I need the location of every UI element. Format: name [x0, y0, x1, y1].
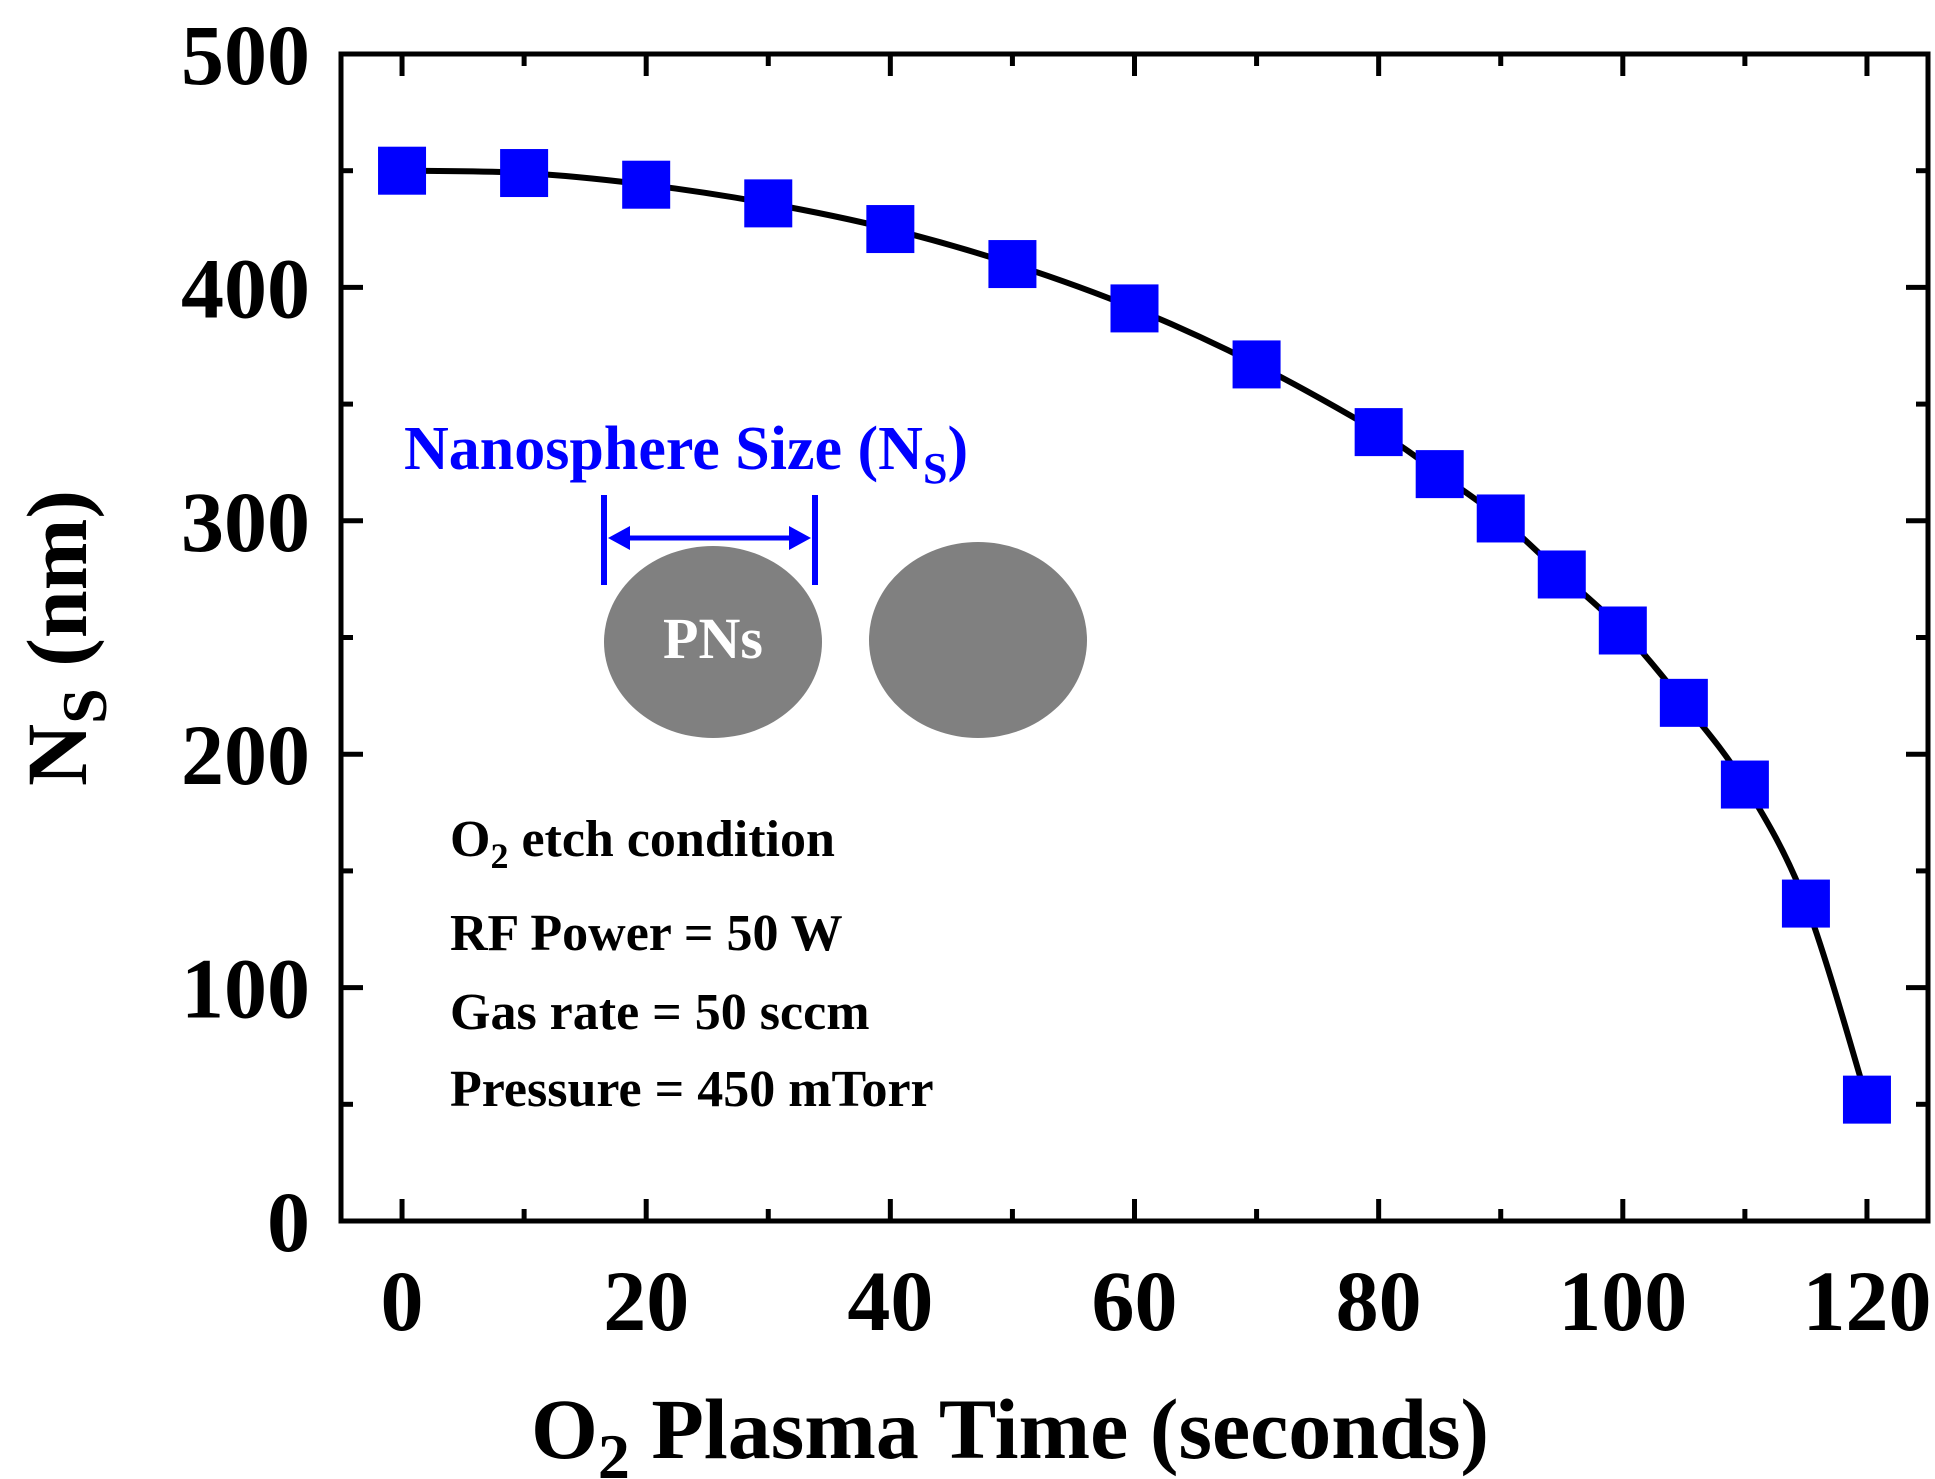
y-axis-label: NS (nm) [9, 490, 120, 786]
y-tick-label: 0 [267, 1174, 310, 1270]
data-point [1720, 760, 1769, 809]
x-axis-ticks: 0 20 40 60 80 100 120 [381, 54, 1931, 1349]
condition-line-2: RF Power = 50 W [450, 905, 843, 962]
inset-title-main: Nanosphere Size (N [404, 415, 923, 483]
y-axis-label-rest: (nm) [9, 490, 105, 688]
data-point [1232, 340, 1281, 389]
y-tick-label: 100 [181, 941, 310, 1037]
fit-curve [401, 167, 1870, 1101]
data-point [378, 146, 427, 195]
y-axis-label-main: N [9, 724, 105, 786]
x-tick-label: 40 [847, 1253, 933, 1349]
y-tick-label: 200 [181, 707, 310, 803]
data-point [744, 179, 793, 228]
condition-line-1-rest: etch condition [508, 811, 835, 868]
condition-line-1-subscript: 2 [490, 836, 508, 876]
data-point [1537, 550, 1586, 599]
data-point [1598, 606, 1647, 655]
y-tick-label: 500 [181, 7, 310, 103]
x-tick-label: 60 [1092, 1253, 1178, 1349]
data-point [866, 205, 915, 254]
y-axis-label-subscript: S [49, 688, 120, 724]
inset-title-subscript: S [923, 444, 947, 493]
x-tick-label: 0 [381, 1253, 424, 1349]
x-axis-label-subscript: 2 [598, 1421, 630, 1479]
data-point [1415, 450, 1464, 499]
x-tick-label: 100 [1558, 1253, 1687, 1349]
y-axis-ticks: 0 100 200 300 400 500 [181, 7, 1928, 1270]
nanosphere-right [869, 542, 1087, 738]
x-axis-label: O2 Plasma Time (seconds) [531, 1381, 1489, 1479]
sphere-label: PNs [663, 606, 763, 671]
data-point [500, 149, 549, 198]
y-tick-label: 300 [181, 474, 310, 570]
condition-line-4: Pressure = 450 mTorr [450, 1061, 934, 1118]
data-point [1659, 678, 1708, 727]
nanosphere-left [604, 546, 822, 738]
condition-line-1: O2 etch condition [450, 811, 835, 876]
data-point [1354, 408, 1403, 457]
plot-frame [338, 51, 1931, 1224]
data-point [1476, 494, 1525, 543]
size-arrow [601, 495, 818, 585]
y-tick-label: 400 [181, 240, 310, 336]
data-point [622, 160, 671, 209]
x-axis-label-rest: Plasma Time (seconds) [630, 1381, 1489, 1477]
data-markers [378, 146, 1891, 1124]
data-point [988, 240, 1037, 289]
x-axis-label-main: O [531, 1381, 598, 1477]
data-point [1842, 1075, 1891, 1124]
data-point [1781, 879, 1830, 928]
inset-title: Nanosphere Size (NS) [404, 415, 968, 493]
x-tick-label: 20 [603, 1253, 689, 1349]
inset-title-close: ) [947, 415, 968, 483]
x-tick-label: 80 [1336, 1253, 1422, 1349]
data-point [1110, 284, 1159, 333]
condition-line-1-main: O [450, 811, 490, 868]
condition-line-3: Gas rate = 50 sccm [450, 984, 870, 1041]
x-tick-label: 120 [1802, 1253, 1931, 1349]
